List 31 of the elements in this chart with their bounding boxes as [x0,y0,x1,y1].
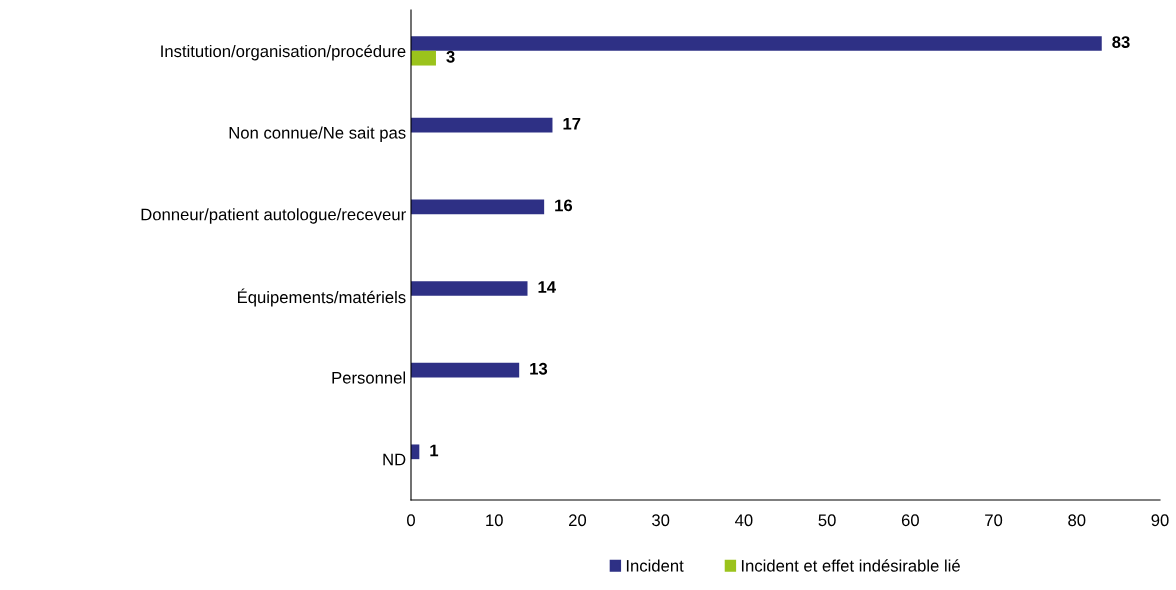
data-label: 17 [563,117,581,130]
y-tick-label: Non connue/Ne sait pas [229,126,406,142]
y-tick-label: Donneur/patient autologue/receveur [141,208,406,224]
bar [411,199,545,215]
y-tick-label: Institution/organisation/procédure [161,44,406,61]
bar [411,362,520,378]
x-tick-label: 30 [652,514,670,527]
legend-label: Incident et effet indésirable lié [741,559,960,572]
x-tick-label: 0 [407,514,415,527]
data-label: 1 [430,444,439,457]
x-tick-label: 10 [486,514,503,527]
x-tick-label: 70 [985,514,1003,527]
data-label: 16 [555,199,573,212]
x-tick-label: 60 [901,514,919,527]
data-label: 13 [530,362,548,375]
x-tick-label: 40 [735,514,753,527]
x-tick-label: 50 [818,514,836,527]
y-tick-label: Équipements/matériels [237,288,406,307]
x-tick-label: 90 [1151,514,1169,527]
y-tick-label: ND [383,453,406,466]
bar [411,281,528,296]
bar [411,36,1102,51]
bar [411,117,553,133]
bar [411,50,436,66]
legend-label: Incident [626,559,684,572]
y-tick-label: Personnel [332,371,406,384]
x-tick-label: 20 [569,514,587,527]
data-label: 14 [538,281,556,293]
data-label: 3 [446,50,455,63]
x-tick-label: 80 [1068,514,1086,527]
data-label: 83 [1112,36,1130,48]
